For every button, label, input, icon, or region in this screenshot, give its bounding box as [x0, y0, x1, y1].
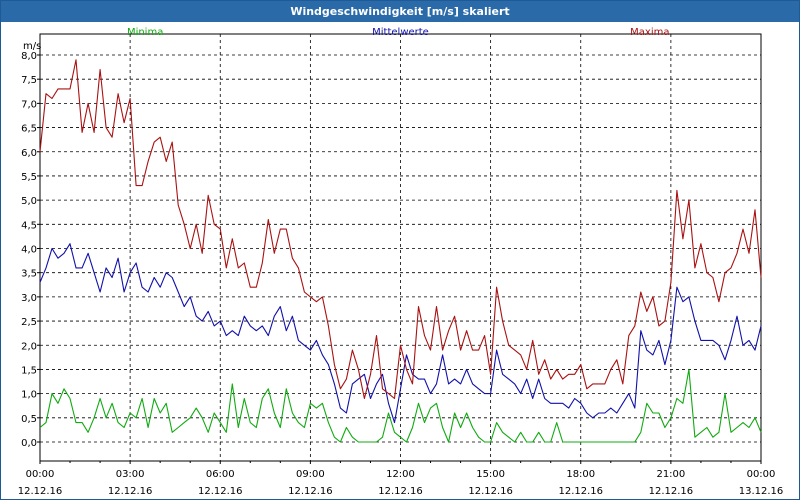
x-tick-time: 15:00 — [476, 469, 505, 480]
x-tick-date: 13.12.16 — [739, 486, 784, 497]
y-tick-label: 7,0 — [21, 99, 37, 110]
x-tick-time: 03:00 — [116, 469, 145, 480]
legend: Minima Mittelwerte Maxima — [127, 27, 670, 38]
x-tick-date: 12.12.16 — [288, 486, 333, 497]
y-tick-label: 1,0 — [21, 390, 37, 401]
y-tick-label: 3,0 — [21, 293, 37, 304]
legend-minima: Minima — [127, 27, 163, 38]
x-tick-date: 12.12.16 — [108, 486, 153, 497]
series-line-mittelwerte — [39, 243, 762, 424]
window-title: Windgeschwindigkeit [m/s] skaliert — [1, 1, 799, 22]
y-tick-label: 0,0 — [21, 438, 37, 449]
x-tick-time: 00:00 — [747, 469, 776, 480]
y-tick-label: 0,5 — [21, 414, 37, 425]
y-tick-label: 6,5 — [21, 124, 37, 135]
y-tick-label: 5,0 — [21, 196, 37, 207]
plot-frame — [39, 33, 762, 462]
x-tick-time: 06:00 — [206, 469, 235, 480]
x-tick-time: 00:00 — [26, 469, 55, 480]
y-tick-label: 3,5 — [21, 269, 37, 280]
x-tick-date: 12.12.16 — [18, 486, 63, 497]
x-tick-time: 12:00 — [386, 469, 415, 480]
y-tick-label: 1,5 — [21, 365, 37, 376]
y-tick-label: 4,0 — [21, 245, 37, 256]
x-tick-date: 12.12.16 — [378, 486, 423, 497]
x-tick-date: 12.12.16 — [198, 486, 243, 497]
y-tick-label: 2,0 — [21, 341, 37, 352]
y-tick-label: 8,0 — [21, 51, 37, 62]
y-tick-label: 2,5 — [21, 317, 37, 328]
axes: 0,0 0,5 1,0 1,5 2,0 2,5 3,0 3,5 4,0 4,5 5,0 5,5 6,0 6… — [18, 33, 784, 497]
y-tick-label: 7,5 — [21, 75, 37, 86]
y-tick-label: 6,0 — [21, 148, 37, 159]
x-tick-date: 12.12.16 — [649, 486, 694, 497]
x-tick-time: 21:00 — [656, 469, 685, 480]
y-tick-label: 5,5 — [21, 172, 37, 183]
series-line-minima — [39, 368, 762, 443]
y-axis-unit: m/s — [23, 41, 41, 52]
series-line-maxima — [39, 59, 762, 400]
legend-maxima: Maxima — [630, 27, 669, 38]
y-tick-label: 4,5 — [21, 220, 37, 231]
x-tick-date: 12.12.16 — [468, 486, 513, 497]
x-tick-date: 12.12.16 — [558, 486, 603, 497]
legend-mittelwerte: Mittelwerte — [372, 27, 429, 38]
grid — [40, 34, 761, 461]
x-tick-time: 18:00 — [566, 469, 595, 480]
series-lines — [39, 59, 762, 443]
x-tick-time: 09:00 — [296, 469, 325, 480]
